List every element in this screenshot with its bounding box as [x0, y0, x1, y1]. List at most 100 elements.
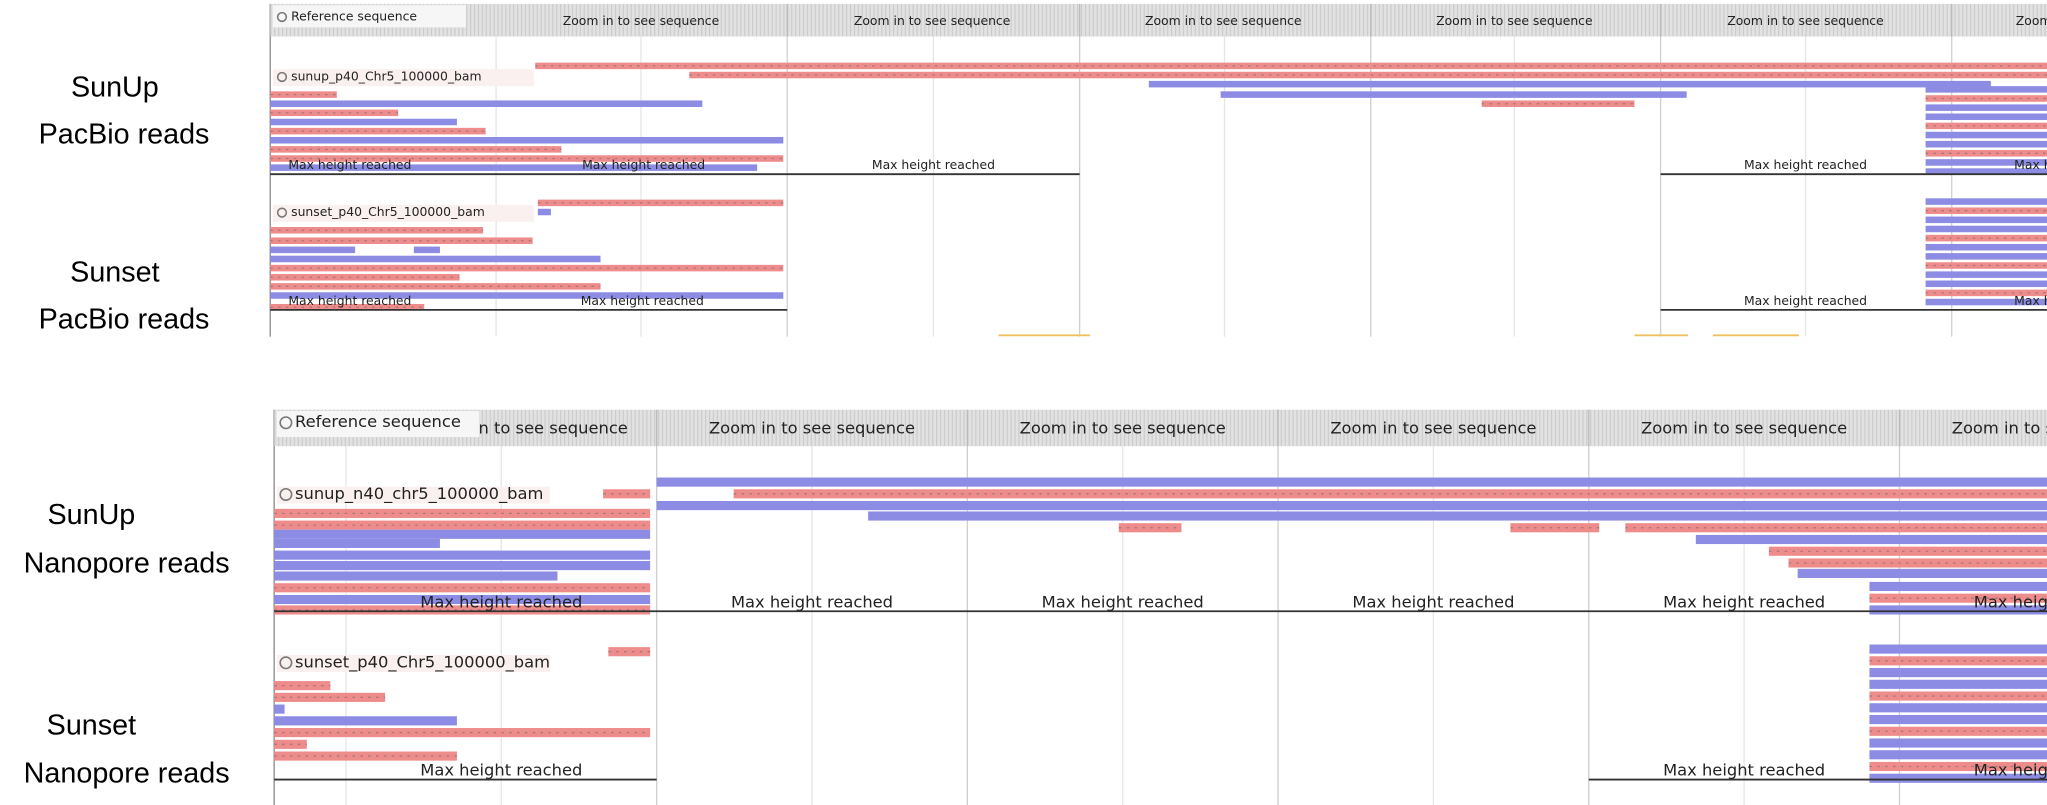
- read: [689, 71, 2047, 79]
- read: [270, 100, 703, 107]
- max-height-label: Max height reached: [288, 157, 411, 172]
- read: [1869, 668, 2047, 678]
- read: [274, 550, 651, 560]
- track-label: sunup_p40_Chr5_100000_bam: [291, 68, 481, 83]
- side-label: PacBio reads: [39, 304, 210, 336]
- read: [1768, 546, 2047, 556]
- track-label-box: [276, 654, 550, 672]
- track-icon: [276, 71, 288, 83]
- read: [537, 208, 551, 216]
- reference-sequence-bar: [274, 409, 2047, 447]
- read: [274, 681, 331, 691]
- read: [1925, 289, 2047, 297]
- zoom-hint: Zoom in to see sequence: [709, 419, 915, 438]
- max-height-label: Max height reached: [1974, 592, 2047, 611]
- track-icon: [279, 656, 293, 670]
- read: [1925, 159, 2047, 166]
- read: [1925, 168, 2047, 175]
- read: [1925, 104, 2047, 111]
- read: [1869, 773, 2047, 783]
- max-height-label: Max height reached: [581, 293, 704, 308]
- track-icon: [276, 207, 288, 218]
- max-height-label: Max height reached: [1744, 157, 1867, 172]
- side-label: Nanopore reads: [24, 548, 230, 580]
- read: [608, 647, 651, 657]
- zoom-hint: Zoom in to see sequence: [1727, 13, 1883, 28]
- read: [1925, 262, 2047, 269]
- read: [1925, 122, 2047, 130]
- read: [1481, 100, 1635, 107]
- reference-label: Reference sequence: [295, 412, 461, 431]
- max-height-label: Max height reached: [2014, 293, 2047, 308]
- reference-label-box: [272, 5, 467, 28]
- browser-panel: Zoom in to see sequence Zoom in to see se…: [24, 409, 2047, 805]
- read: [535, 62, 2047, 70]
- read: [270, 264, 784, 272]
- track-label-box: [276, 486, 550, 504]
- side-label: SunUp: [71, 71, 159, 103]
- read: [1925, 243, 2047, 251]
- read: [1510, 523, 1600, 533]
- read: [1220, 91, 1687, 98]
- max-height-label: Max height reached: [1663, 592, 1825, 611]
- read: [1869, 605, 2047, 615]
- zoom-hint: Zoom in to see sequence: [1145, 13, 1301, 28]
- read: [1925, 225, 2047, 233]
- max-height-label: Max height reached: [1974, 761, 2047, 780]
- zoom-hint: Zoom in to see sequence: [1436, 13, 1592, 28]
- max-height-label: Max height reached: [1744, 293, 1867, 308]
- track-label-box: [272, 69, 534, 87]
- read: [1788, 558, 2047, 568]
- read: [1797, 568, 2047, 578]
- browser-panel: Zoom in to see sequence Zoom in to see se…: [39, 3, 2047, 337]
- read: [1869, 714, 2047, 725]
- read: [413, 246, 440, 254]
- read: [868, 511, 2047, 521]
- read: [1869, 703, 2047, 713]
- read: [1869, 644, 2047, 654]
- zoom-hint: Zoom in to see sequence: [1020, 419, 1226, 438]
- read: [270, 237, 533, 244]
- read: [1925, 234, 2047, 242]
- max-height-label: Max height reached: [872, 157, 995, 172]
- track-label: sunset_p40_Chr5_100000_bam: [295, 652, 550, 672]
- read: [270, 164, 758, 171]
- zoom-hint: Zoom in to see sequence: [1641, 419, 1847, 438]
- track-icon: [279, 487, 293, 501]
- track-label-box: [272, 204, 534, 222]
- read: [1869, 738, 2047, 748]
- read: [656, 477, 2047, 487]
- read: [1925, 95, 2047, 102]
- read: [656, 501, 2047, 511]
- read: [1869, 679, 2047, 689]
- read: [270, 246, 356, 254]
- read: [1925, 298, 2047, 306]
- max-height-label: Max height reached: [420, 761, 582, 780]
- max-height-label: Max height reached: [731, 592, 893, 611]
- track-label: sunset_p40_Chr5_100000_bam: [291, 204, 485, 219]
- read: [274, 704, 285, 714]
- max-height-label: Max height reached: [420, 592, 582, 611]
- read: [1925, 216, 2047, 224]
- read: [270, 292, 784, 299]
- read: [1869, 750, 2047, 760]
- max-height-label: Max height reached: [2014, 157, 2047, 172]
- read: [603, 489, 651, 499]
- read: [1148, 80, 1991, 88]
- zoom-hint: Zoom in to see sequence: [1330, 419, 1536, 438]
- side-label: Sunset: [47, 709, 136, 741]
- side-label: Nanopore reads: [24, 758, 230, 790]
- read: [1925, 86, 2047, 93]
- max-height-label: Max height reached: [582, 157, 705, 172]
- read: [1925, 131, 2047, 139]
- zoom-hint: Zoom in to see sequence: [1952, 419, 2047, 438]
- read: [270, 118, 457, 126]
- zoom-hint: Zoom in to see sequence: [2016, 13, 2047, 28]
- max-height-label: Max height reached: [1042, 592, 1204, 611]
- read: [274, 561, 651, 571]
- read: [1925, 113, 2047, 121]
- reference-label: Reference sequence: [291, 8, 417, 23]
- read: [1925, 253, 2047, 260]
- read: [274, 751, 457, 761]
